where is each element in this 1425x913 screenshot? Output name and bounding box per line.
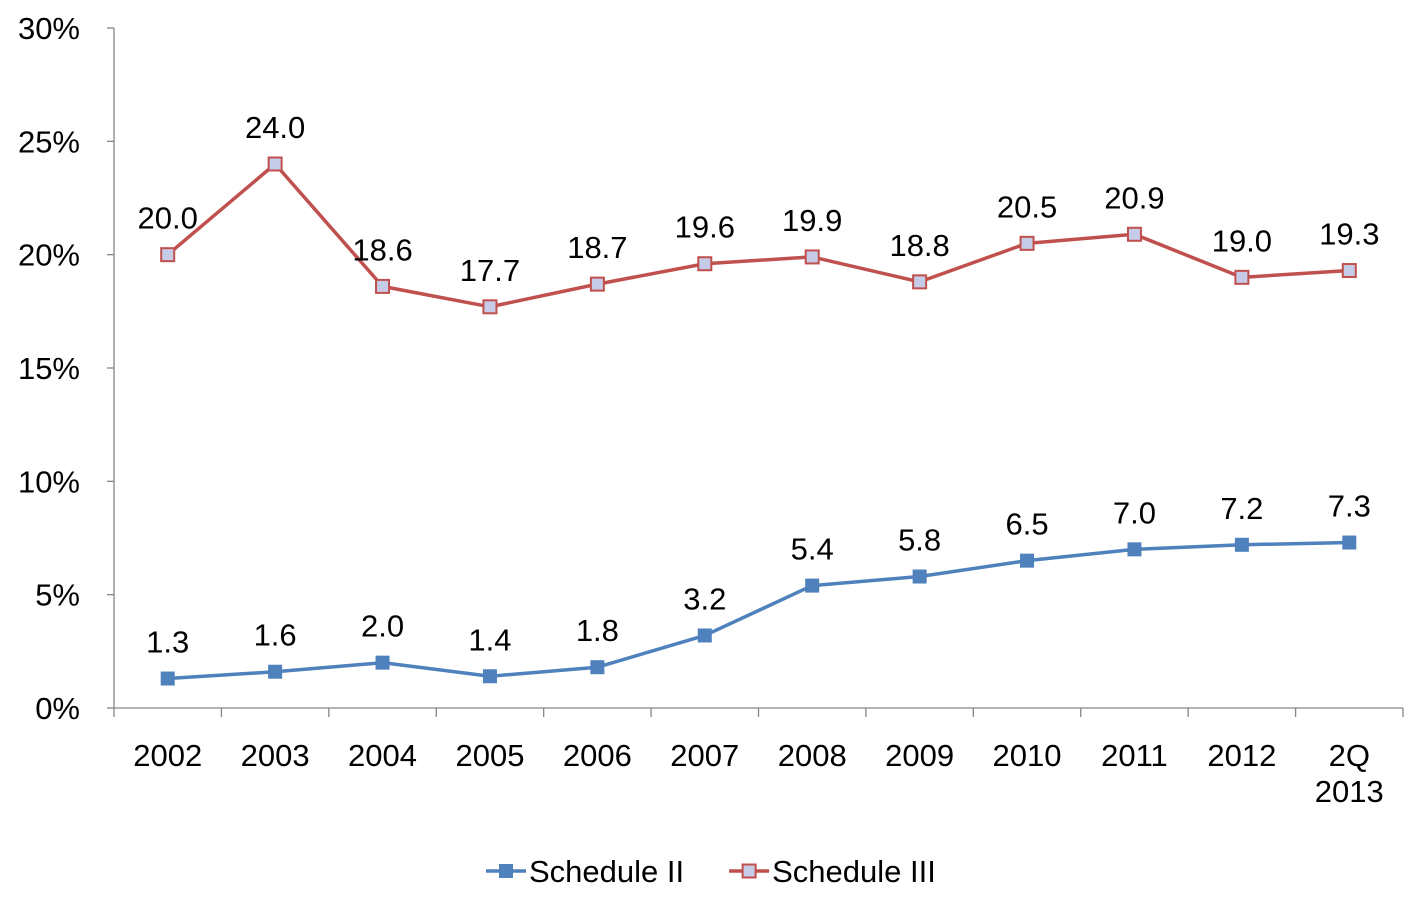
series-schedule-iii [160, 156, 1357, 315]
y-tick-label: 25% [18, 124, 80, 159]
data-point-schedule-iii [375, 278, 391, 294]
data-label-schedule-ii: 7.3 [1328, 489, 1371, 524]
data-label-schedule-iii: 24.0 [245, 110, 305, 145]
data-label-schedule-iii: 18.6 [352, 232, 412, 267]
legend-label: Schedule III [772, 854, 936, 889]
x-tick-label: 2003 [241, 738, 310, 773]
y-tick-label: 0% [35, 691, 80, 726]
data-label-schedule-iii: 20.0 [138, 201, 198, 236]
x-tick-label: 2010 [993, 738, 1062, 773]
data-label-schedule-iii: 19.0 [1212, 223, 1272, 258]
data-point-schedule-ii [590, 660, 605, 675]
y-axis: 0% 5% 10% 15% 20% 25% 30% [18, 11, 115, 726]
data-point-schedule-iii [589, 276, 605, 292]
data-label-schedule-iii: 19.9 [782, 203, 842, 238]
series-line-schedule-iii [166, 162, 1350, 309]
data-point-schedule-iii [1234, 269, 1250, 285]
data-label-schedule-iii: 17.7 [460, 253, 520, 288]
x-tick-label: 2Q 2013 [1315, 738, 1384, 809]
data-label-schedule-ii: 7.0 [1113, 495, 1156, 530]
series-layer [160, 156, 1357, 686]
data-label-schedule-ii: 5.8 [898, 523, 941, 558]
data-point-schedule-ii [1234, 537, 1249, 552]
data-point-schedule-ii [697, 628, 712, 643]
data-labels: 1.3 1.6 2.0 1.4 1.8 3.2 5.4 5.8 6.5 7.0 7.2 7.3 20.0… [138, 110, 1380, 660]
data-label-schedule-iii: 19.3 [1319, 217, 1379, 252]
x-tick-label: 2007 [670, 738, 739, 773]
legend-item-schedule-ii: Schedule II [486, 854, 684, 889]
data-label-schedule-ii: 1.3 [146, 625, 189, 660]
legend-marker [741, 863, 757, 879]
data-label-schedule-ii: 6.5 [1005, 507, 1048, 542]
series-schedule-ii [160, 535, 1357, 686]
x-tick-label: 2004 [348, 738, 417, 773]
x-tick-label: 2012 [1207, 738, 1276, 773]
series-line-schedule-ii [167, 540, 1350, 681]
data-point-schedule-iii [1126, 226, 1142, 242]
y-tick-label: 5% [35, 578, 80, 613]
data-label-schedule-iii: 18.7 [567, 230, 627, 265]
data-point-schedule-ii [375, 655, 390, 670]
legend: Schedule II Schedule III [486, 854, 936, 889]
data-point-schedule-ii [268, 664, 283, 679]
data-label-schedule-iii: 20.5 [997, 189, 1057, 224]
data-point-schedule-iii [804, 249, 820, 265]
data-label-schedule-iii: 18.8 [889, 228, 949, 263]
data-point-schedule-ii [1342, 535, 1357, 550]
data-point-schedule-ii [482, 669, 497, 684]
x-axis: 2002 2003 2004 2005 2006 2007 2008 2009 2010 2011… [113, 707, 1404, 809]
y-tick-label: 30% [18, 11, 80, 46]
x-tick-label: 2011 [1101, 738, 1168, 773]
data-label-schedule-iii: 19.6 [675, 210, 735, 245]
data-label-schedule-ii: 1.8 [576, 613, 619, 648]
data-label-schedule-ii: 1.6 [254, 618, 297, 653]
x-tick-label: 2009 [885, 738, 954, 773]
legend-item-schedule-iii: Schedule III [729, 854, 936, 889]
data-point-schedule-ii [1020, 553, 1035, 568]
data-point-schedule-iii [1019, 235, 1035, 251]
data-point-schedule-iii [697, 256, 713, 272]
legend-marker [499, 864, 513, 878]
x-tick-label: 2008 [778, 738, 847, 773]
data-point-schedule-ii [805, 578, 820, 593]
x-tick-label: 2006 [563, 738, 632, 773]
data-label-schedule-ii: 1.4 [468, 622, 511, 657]
data-point-schedule-iii [160, 247, 176, 263]
legend-label: Schedule II [529, 854, 684, 889]
data-point-schedule-ii [912, 569, 927, 584]
data-point-schedule-iii [482, 299, 498, 315]
data-point-schedule-ii [1127, 542, 1142, 557]
data-point-schedule-iii [912, 274, 928, 290]
data-point-schedule-ii [160, 671, 175, 686]
data-label-schedule-ii: 3.2 [683, 581, 726, 616]
y-tick-label: 15% [18, 351, 80, 386]
x-tick-label: 2002 [133, 738, 202, 773]
x-tick-label: 2005 [455, 738, 524, 773]
data-point-schedule-iii [267, 156, 283, 172]
data-label-schedule-ii: 7.2 [1220, 491, 1263, 526]
data-label-schedule-ii: 5.4 [791, 532, 834, 567]
data-label-schedule-iii: 20.9 [1104, 180, 1164, 215]
data-label-schedule-ii: 2.0 [361, 609, 404, 644]
y-tick-label: 10% [18, 464, 80, 499]
data-point-schedule-iii [1341, 263, 1357, 279]
y-tick-label: 20% [18, 238, 80, 273]
